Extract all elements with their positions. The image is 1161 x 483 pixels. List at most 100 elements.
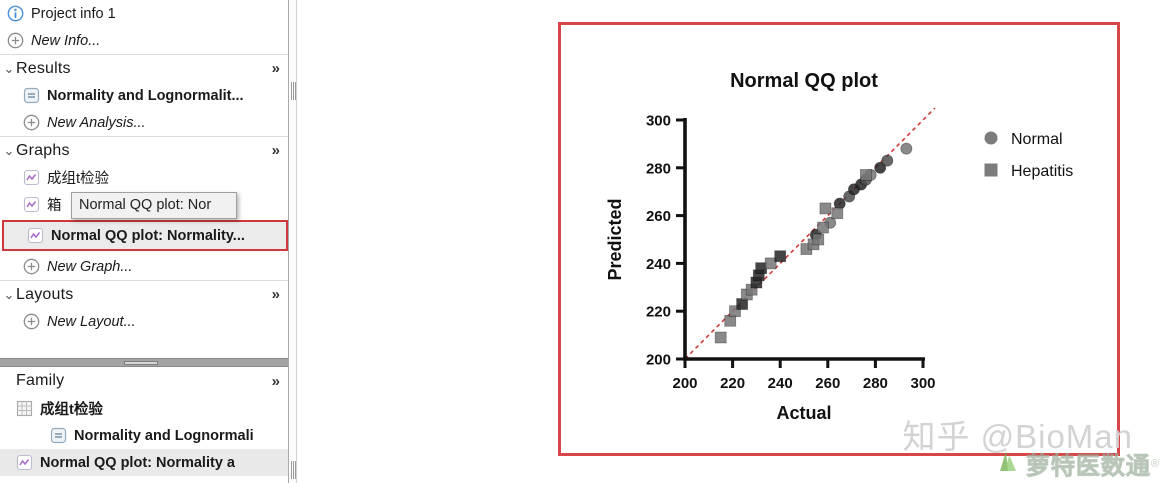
- expand-more-icon[interactable]: »: [271, 142, 280, 159]
- family-item-ttest-table[interactable]: 成组t检验: [0, 395, 288, 422]
- family-item-graph-qq[interactable]: Normal QQ plot: Normality a: [0, 449, 288, 476]
- chart-title: Normal QQ plot: [730, 70, 878, 92]
- sidebar-item-new-graph[interactable]: New Graph...: [0, 253, 288, 280]
- sidebar-spacer: [0, 335, 288, 358]
- data-point-circle: [900, 142, 913, 155]
- registered-mark: ®: [1150, 457, 1159, 470]
- data-point-square: [831, 207, 844, 220]
- sidebar-section-family[interactable]: Family »: [0, 367, 288, 395]
- chevron-down-icon[interactable]: ⌄: [3, 60, 15, 76]
- item-label: Normal QQ plot: Normality...: [51, 227, 245, 244]
- identity-line: [684, 107, 936, 360]
- data-point-square: [812, 233, 825, 246]
- table-grid-icon: [16, 400, 33, 417]
- pane-splitter[interactable]: [0, 358, 288, 367]
- results-sheet-icon: [50, 427, 67, 444]
- section-label: Results: [16, 59, 71, 77]
- data-point-square: [764, 257, 777, 270]
- legend-label: Hepatitis: [1011, 163, 1073, 180]
- expand-more-icon[interactable]: »: [271, 60, 280, 77]
- gutter-grip-icon[interactable]: [291, 82, 296, 100]
- x-tick-label: 240: [768, 375, 793, 392]
- line-graph-icon: [16, 454, 33, 471]
- plus-icon: [23, 313, 40, 330]
- data-point-square: [859, 169, 872, 181]
- navigator-sidebar: Project info 1 New Info... ⌄ Results » N…: [0, 0, 289, 483]
- brand-watermark: 萝特医数通 ®: [996, 446, 1159, 481]
- splitter-handle-icon[interactable]: [124, 361, 158, 365]
- x-tick-label: 200: [672, 375, 697, 392]
- section-label: Family: [16, 372, 65, 389]
- legend-label: Normal: [1011, 131, 1063, 148]
- x-tick-label: 280: [863, 375, 888, 392]
- item-label: Project info 1: [31, 5, 116, 22]
- item-label: New Layout...: [47, 313, 136, 330]
- sidebar-item-new-layout[interactable]: New Layout...: [0, 308, 288, 335]
- item-label: 箱: [47, 198, 62, 214]
- chevron-down-icon[interactable]: ⌄: [3, 142, 15, 158]
- line-graph-icon: [23, 169, 40, 186]
- chevron-down-icon[interactable]: ⌄: [3, 286, 15, 302]
- sidebar-item-graph-qq-selected[interactable]: Normal QQ plot: Normality...: [2, 220, 288, 251]
- data-point-square: [714, 331, 727, 344]
- plus-icon: [23, 258, 40, 275]
- zhihu-watermark: 知乎 @BioMan: [902, 418, 1133, 455]
- data-point-square: [774, 250, 787, 263]
- sidebar-item-new-info[interactable]: New Info...: [0, 27, 288, 54]
- data-point-circle: [881, 154, 894, 167]
- y-tick-label: 280: [646, 160, 671, 177]
- data-point-square: [819, 202, 832, 215]
- brand-logo-icon: [996, 447, 1022, 480]
- data-point-circle: [874, 161, 887, 174]
- line-graph-icon: [23, 196, 40, 213]
- legend-marker-square: [984, 163, 998, 177]
- gutter-grip-icon[interactable]: [291, 461, 296, 479]
- section-label: Layouts: [16, 285, 74, 303]
- family-item-normality[interactable]: Normality and Lognormali: [0, 422, 288, 449]
- item-label: Normality and Lognormalit...: [47, 87, 244, 104]
- sidebar-item-normality-results[interactable]: Normality and Lognormalit...: [0, 82, 288, 109]
- qq-plot-chart: 200 220 240 260 280 300 200 220 240 260 280 300 Norm…: [605, 70, 1073, 423]
- item-label: New Info...: [31, 32, 101, 49]
- line-graph-icon: [27, 227, 44, 244]
- sidebar-section-layouts[interactable]: ⌄ Layouts »: [0, 280, 288, 308]
- y-tick-label: 300: [646, 113, 671, 130]
- plus-icon: [23, 114, 40, 131]
- axis-frame: [683, 118, 925, 361]
- qq-plot-panel[interactable]: 200 220 240 260 280 300 200 220 240 260 280 300 Norm…: [558, 22, 1120, 456]
- section-label: Graphs: [16, 141, 70, 159]
- sidebar-item-new-analysis[interactable]: New Analysis...: [0, 109, 288, 136]
- y-tick-label: 200: [646, 352, 671, 369]
- item-label: 成组t检验: [40, 402, 103, 418]
- data-point-square: [729, 305, 741, 318]
- sidebar-item-project-info[interactable]: Project info 1: [0, 0, 288, 27]
- x-axis-label: Actual: [776, 403, 831, 423]
- plus-icon: [7, 32, 24, 49]
- results-sheet-icon: [23, 87, 40, 104]
- legend-marker-circle: [984, 131, 998, 145]
- brand-name: 萝特医数通: [1025, 453, 1151, 481]
- item-label: New Analysis...: [47, 114, 146, 131]
- item-label: 成组t检验: [47, 171, 110, 187]
- item-label: Normality and Lognormali: [74, 427, 254, 444]
- y-tick-label: 240: [646, 256, 671, 273]
- hover-tooltip: Normal QQ plot: Nor: [71, 192, 237, 219]
- y-axis-label: Predicted: [605, 198, 625, 280]
- expand-more-icon[interactable]: »: [271, 372, 280, 390]
- y-tick-label: 260: [646, 208, 671, 225]
- item-label: Normal QQ plot: Normality a: [40, 454, 235, 471]
- x-tick-label: 260: [815, 375, 840, 392]
- x-tick-label: 220: [720, 375, 745, 392]
- sidebar-item-graph-box[interactable]: 箱: [0, 191, 288, 218]
- item-label: New Graph...: [47, 258, 133, 275]
- x-tick-label: 300: [910, 375, 935, 392]
- sidebar-section-graphs[interactable]: ⌄ Graphs »: [0, 136, 288, 164]
- sidebar-section-results[interactable]: ⌄ Results »: [0, 54, 288, 82]
- data-point-square: [817, 221, 829, 234]
- panel-resize-gutter[interactable]: [290, 0, 297, 483]
- info-icon: [7, 5, 24, 22]
- expand-more-icon[interactable]: »: [271, 286, 280, 303]
- y-tick-label: 220: [646, 304, 671, 321]
- sidebar-item-graph-ttest[interactable]: 成组t检验: [0, 164, 288, 191]
